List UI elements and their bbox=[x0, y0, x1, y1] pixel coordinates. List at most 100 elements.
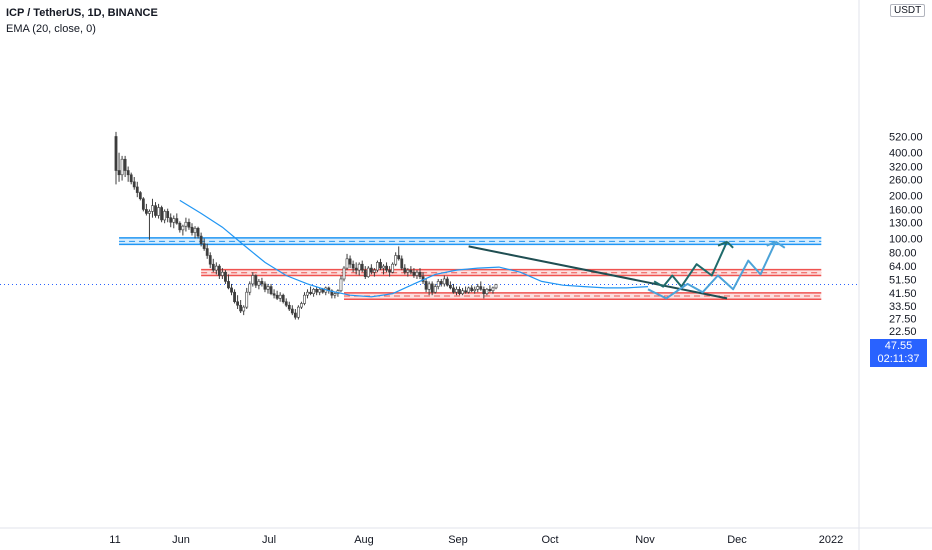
candle-body bbox=[351, 263, 355, 269]
candle-body bbox=[254, 275, 258, 286]
candle-body bbox=[452, 287, 455, 293]
candle-body bbox=[275, 294, 279, 299]
time-tick-label: 11 bbox=[109, 534, 120, 546]
candle bbox=[430, 281, 434, 296]
candle bbox=[175, 213, 179, 225]
candle-body bbox=[169, 217, 173, 223]
candle bbox=[120, 155, 124, 181]
candle bbox=[306, 289, 309, 299]
last-price-value: 47.55 bbox=[884, 340, 913, 352]
candle bbox=[464, 286, 468, 294]
candle-body bbox=[339, 278, 343, 292]
candle bbox=[293, 309, 297, 320]
candle-body bbox=[296, 306, 300, 318]
candle-body bbox=[145, 209, 148, 214]
candle-body bbox=[372, 269, 376, 273]
price-tick-label: 33.50 bbox=[889, 301, 917, 313]
indicator-legend[interactable]: EMA (20, close, 0) bbox=[6, 23, 96, 35]
candle bbox=[376, 260, 379, 273]
candle-body bbox=[248, 283, 252, 293]
candle-body bbox=[178, 222, 182, 231]
candle bbox=[196, 226, 200, 239]
time-tick-label: Dec bbox=[727, 534, 747, 546]
candle bbox=[172, 215, 176, 229]
candle bbox=[339, 275, 343, 293]
candle bbox=[300, 301, 303, 310]
candle-body bbox=[494, 284, 498, 289]
time-axis[interactable]: 11 Jun Jul Aug Sep Oct Nov Dec 2022 bbox=[109, 534, 843, 546]
candle-body bbox=[470, 287, 474, 292]
candle bbox=[467, 286, 471, 294]
candle bbox=[318, 287, 322, 296]
candle-body bbox=[138, 192, 142, 200]
candle-body bbox=[293, 312, 297, 318]
candle bbox=[418, 268, 422, 279]
candle-body bbox=[281, 294, 285, 303]
candle-body bbox=[175, 218, 179, 224]
candle-body bbox=[400, 258, 404, 269]
time-tick-label: Oct bbox=[541, 534, 558, 546]
candle-body bbox=[467, 287, 471, 293]
candle bbox=[379, 258, 382, 271]
candle bbox=[205, 243, 209, 259]
candle-body bbox=[214, 265, 218, 271]
candle bbox=[141, 197, 145, 212]
candle-body bbox=[473, 289, 477, 292]
candle bbox=[348, 255, 352, 269]
candle bbox=[233, 289, 236, 304]
candle bbox=[202, 238, 206, 251]
candle-body bbox=[360, 263, 364, 271]
candle bbox=[190, 223, 194, 236]
candle bbox=[230, 283, 233, 296]
candle bbox=[315, 286, 319, 296]
candle bbox=[217, 264, 221, 279]
candle-body bbox=[333, 293, 337, 296]
price-tick-label: 260.00 bbox=[889, 174, 923, 186]
candle-body bbox=[242, 306, 246, 312]
candle bbox=[409, 266, 413, 275]
candle bbox=[397, 246, 401, 261]
currency-unit-label[interactable]: USDT bbox=[890, 4, 926, 17]
candle-body bbox=[157, 207, 160, 216]
candle-body bbox=[348, 258, 352, 265]
candle-body bbox=[461, 290, 464, 294]
candle bbox=[287, 301, 291, 311]
candle bbox=[442, 275, 446, 287]
price-tick-label: 160.00 bbox=[889, 204, 923, 216]
candle-body bbox=[151, 205, 154, 212]
ema-line bbox=[179, 199, 649, 298]
candle bbox=[458, 286, 461, 296]
bar-countdown: 02:11:37 bbox=[877, 353, 920, 365]
candle-body bbox=[217, 265, 221, 276]
price-tick-label: 400.00 bbox=[889, 148, 923, 160]
candle bbox=[263, 281, 267, 293]
candle bbox=[424, 278, 428, 293]
candle-body bbox=[154, 205, 157, 216]
candle bbox=[281, 293, 285, 304]
candle-body bbox=[239, 304, 243, 312]
candle bbox=[266, 283, 270, 294]
candle bbox=[193, 226, 197, 239]
candle bbox=[199, 232, 203, 247]
candle bbox=[242, 305, 246, 316]
candle-body bbox=[211, 263, 215, 271]
candle-body bbox=[388, 269, 392, 273]
candle bbox=[357, 262, 361, 276]
candle-body bbox=[227, 281, 230, 289]
candle bbox=[385, 262, 388, 273]
candles-layer bbox=[114, 131, 498, 320]
candle bbox=[406, 268, 410, 277]
candle bbox=[254, 274, 258, 288]
candle-body bbox=[436, 281, 440, 287]
candle-body bbox=[202, 243, 206, 249]
candle-body bbox=[221, 271, 224, 276]
candle bbox=[488, 285, 492, 293]
candle bbox=[403, 264, 407, 275]
candle-body bbox=[354, 267, 358, 271]
candle bbox=[272, 289, 276, 299]
candle bbox=[369, 264, 373, 275]
candle bbox=[245, 287, 249, 310]
candle-body bbox=[196, 227, 200, 237]
